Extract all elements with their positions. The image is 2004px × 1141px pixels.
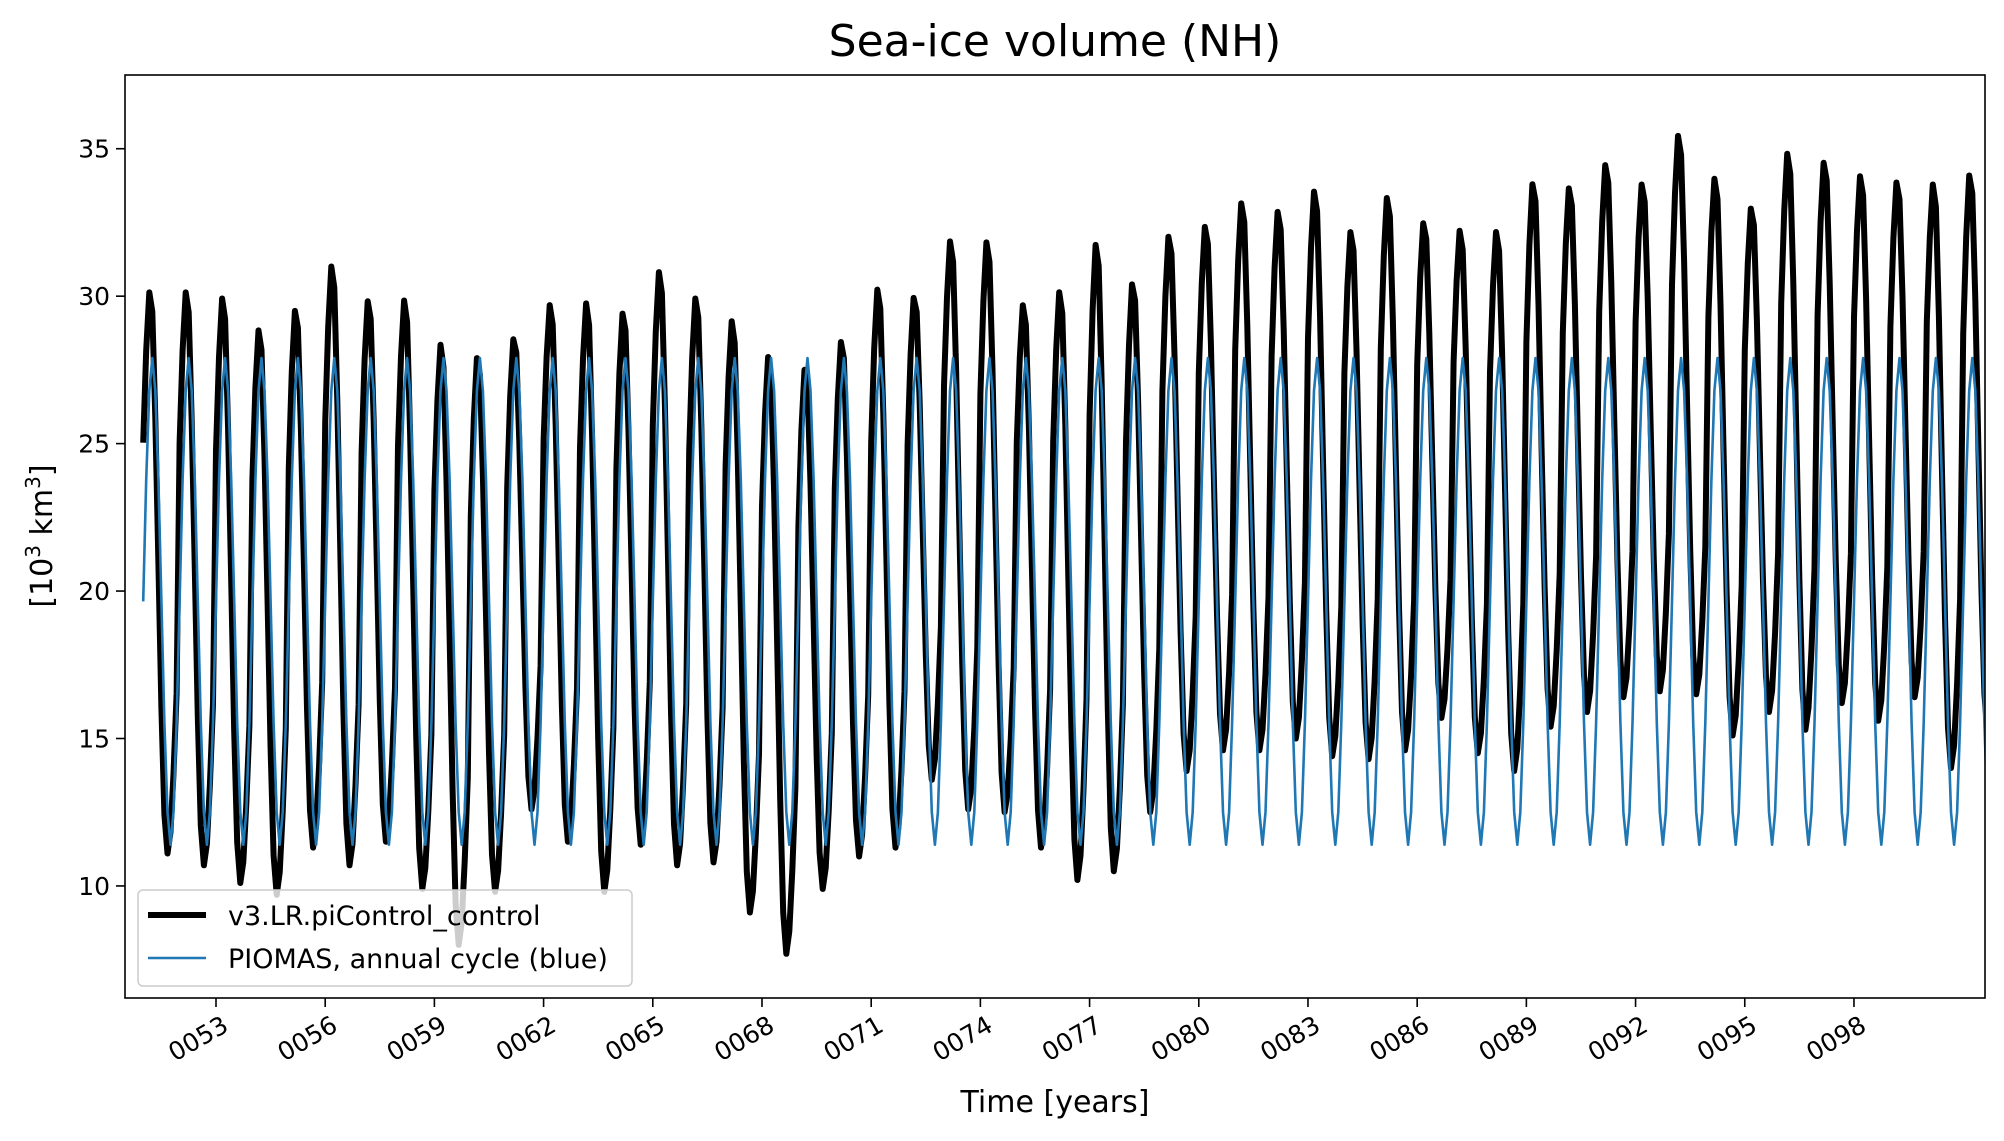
series-line-piomas-annual-cycle <box>141 356 1985 847</box>
x-axis-label: Time [years] <box>960 1085 1150 1120</box>
y-tick-label: 25 <box>78 430 110 459</box>
chart-title: Sea-ice volume (NH) <box>829 16 1282 67</box>
plot-area <box>140 132 1985 957</box>
legend: v3.LR.piControl_control PIOMAS, annual c… <box>137 889 633 987</box>
y-tick-label: 15 <box>78 724 110 753</box>
y-tick-label: 10 <box>78 872 110 901</box>
y-tick-label: 30 <box>78 282 110 311</box>
y-tick-label: 20 <box>78 577 110 606</box>
legend-box <box>137 889 633 987</box>
y-tick-label: 35 <box>78 135 110 164</box>
legend-label-model: v3.LR.piControl_control <box>228 901 541 932</box>
series-line-v3-lr-picontrol-control <box>140 132 1985 957</box>
plot-frame <box>124 74 1986 999</box>
y-axis-label: [103 km3] <box>21 464 60 607</box>
legend-label-piomas: PIOMAS, annual cycle (blue) <box>228 944 608 975</box>
